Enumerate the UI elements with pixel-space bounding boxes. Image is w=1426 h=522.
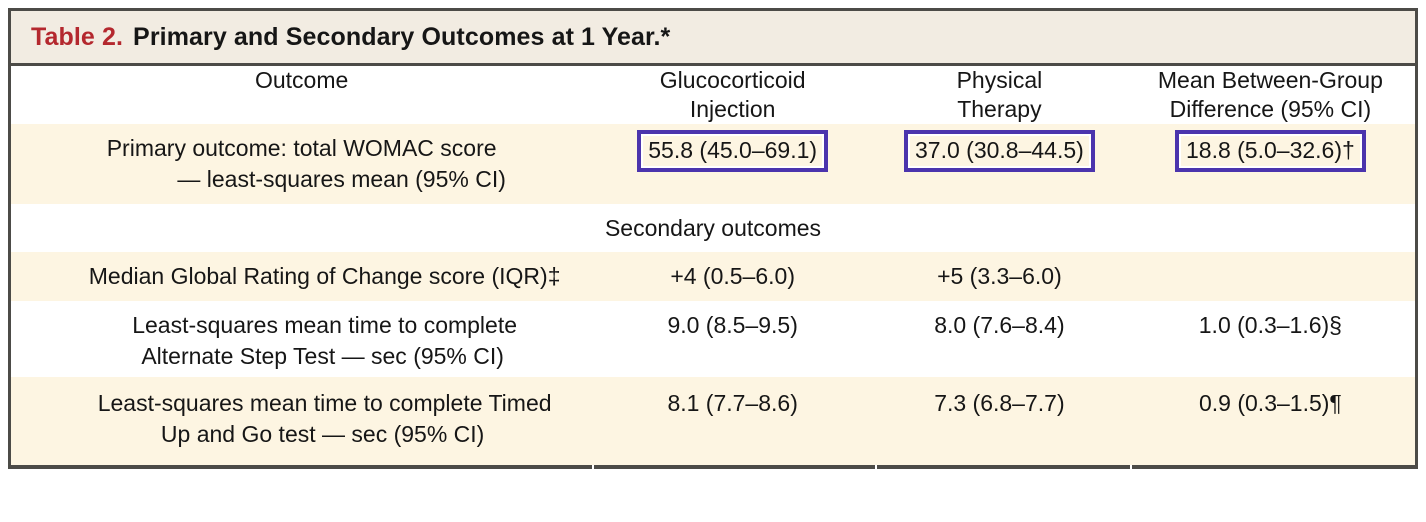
cell-tug-difference: 0.9 (0.3–1.5)¶ <box>1125 377 1415 465</box>
outcomes-table: Table 2. Primary and Secondary Outcomes a… <box>8 8 1418 469</box>
cell-tug-physical-therapy: 7.3 (6.8–7.7) <box>873 377 1126 465</box>
cell-rating-physical-therapy: +5 (3.3–6.0) <box>873 252 1126 301</box>
table-number: Table 2. <box>31 23 124 51</box>
rule-segment <box>877 465 1130 469</box>
cell-tug-label: Least-squares mean time to complete Time… <box>11 377 593 465</box>
row-timed-up-and-go-test: Least-squares mean time to complete Time… <box>11 377 1415 465</box>
cell-primary-difference: 18.8 (5.0–32.6)† <box>1125 124 1415 204</box>
cell-step-physical-therapy: 8.0 (7.6–8.4) <box>934 312 1065 338</box>
row-label-line1: Least-squares mean time to complete Time… <box>97 390 552 416</box>
cell-step-glucocorticoid: 9.0 (8.5–9.5) <box>667 312 798 338</box>
row-label-line2: Alternate Step Test — sec (95% CI) <box>141 343 504 369</box>
row-label-line2: Up and Go test — sec (95% CI) <box>160 421 485 447</box>
col-header-line: Injection <box>689 96 776 122</box>
cell-primary-physical-therapy: 37.0 (30.8–44.5) <box>873 124 1126 204</box>
row-primary-outcome: Primary outcome: total WOMAC score — lea… <box>11 124 1415 204</box>
header-row: Outcome Glucocorticoid Injection Physica… <box>11 66 1415 124</box>
annotation-highlight-box: 55.8 (45.0–69.1) <box>637 130 829 172</box>
table-title: Primary and Secondary Outcomes at 1 Year… <box>133 23 671 51</box>
value-text: 18.8 (5.0–32.6)† <box>1185 137 1355 163</box>
section-header-label: Secondary outcomes <box>604 215 822 241</box>
value-text: 37.0 (30.8–44.5) <box>915 137 1084 163</box>
table-title-bar: Table 2. Primary and Secondary Outcomes a… <box>11 11 1415 66</box>
cell-rating-difference <box>1125 252 1415 301</box>
col-header-glucocorticoid-injection: Glucocorticoid Injection <box>592 66 873 124</box>
col-header-line: Glucocorticoid <box>659 67 806 93</box>
col-header-line: Mean Between-Group <box>1157 67 1383 93</box>
row-label-line1: Primary outcome: total WOMAC score <box>106 135 497 161</box>
col-header-physical-therapy: Physical Therapy <box>873 66 1126 124</box>
cell-primary-label: Primary outcome: total WOMAC score — lea… <box>11 124 593 204</box>
rule-segment <box>11 465 593 469</box>
rule-segment <box>1131 465 1415 469</box>
cell-step-difference: 1.0 (0.3–1.6)§ <box>1198 312 1342 338</box>
cell-step-label: Least-squares mean time to complete Alte… <box>11 301 592 377</box>
row-alternate-step-test: Least-squares mean time to complete Alte… <box>11 301 1415 377</box>
col-header-line: Therapy <box>957 96 1042 122</box>
rule-segment <box>594 465 876 469</box>
col-header-between-group-difference: Mean Between-Group Difference (95% CI) <box>1126 66 1415 124</box>
col-header-outcome: Outcome <box>254 67 349 93</box>
row-label-line2: — least-squares mean (95% CI) <box>177 166 506 192</box>
col-header-line: Physical <box>956 67 1043 93</box>
cell-tug-glucocorticoid: 8.1 (7.7–8.6) <box>592 377 874 465</box>
row-global-rating-of-change: Median Global Rating of Change score (IQ… <box>11 252 1415 301</box>
annotation-highlight-box: 18.8 (5.0–32.6)† <box>1174 130 1366 172</box>
value-text: 55.8 (45.0–69.1) <box>648 137 818 163</box>
annotation-highlight-box: 37.0 (30.8–44.5) <box>904 130 1095 172</box>
cell-primary-glucocorticoid: 55.8 (45.0–69.1) <box>592 124 874 204</box>
cell-rating-label: Median Global Rating of Change score (IQ… <box>11 252 593 301</box>
row-label-line1: Median Global Rating of Change score (IQ… <box>88 263 561 289</box>
row-label-line1: Least-squares mean time to complete <box>132 312 518 338</box>
row-secondary-outcomes-header: Secondary outcomes <box>11 204 1415 252</box>
outcomes-grid: Outcome Glucocorticoid Injection Physica… <box>11 66 1415 465</box>
table-bottom-rule <box>11 465 1415 469</box>
cell-rating-glucocorticoid: +4 (0.5–6.0) <box>592 252 874 301</box>
col-header-line: Difference (95% CI) <box>1169 96 1372 122</box>
